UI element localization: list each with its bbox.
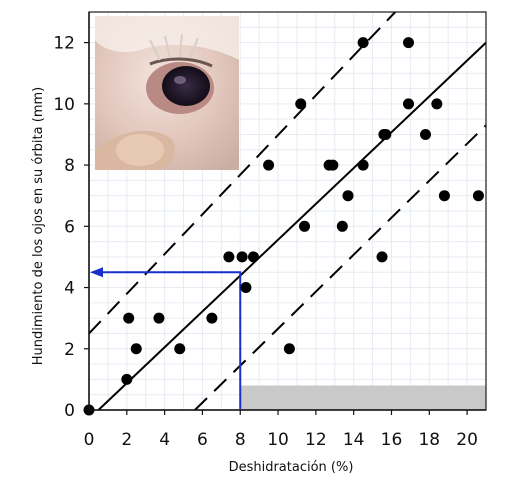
data-point [174,343,186,355]
data-point [376,251,388,263]
x-tick-label: 0 [84,430,95,450]
y-tick-label: 12 [53,34,75,54]
x-tick-label: 8 [235,430,246,450]
x-tick-label: 2 [121,430,132,450]
y-tick-label: 10 [53,95,75,115]
axes [84,11,487,415]
data-point [472,190,484,202]
x-axis-label: Deshidratación (%) [229,460,354,475]
data-point [223,251,235,263]
inset-photo [95,16,239,170]
reference-arrowhead [90,267,103,278]
tick-labels: 0 2 4 6 8 10 12 14 16 18 20 0 2 4 6 8 10 12 [53,34,478,450]
data-point [121,373,133,385]
x-tick-label: 4 [159,430,170,450]
data-point [299,220,311,232]
data-point [380,128,392,140]
y-tick-label: 6 [64,217,75,237]
y-tick-label: 0 [64,401,75,421]
data-point [327,159,339,171]
x-tick-label: 14 [343,430,365,450]
y-tick-label: 8 [64,156,75,176]
lower-bound-line [194,124,487,411]
data-point [263,159,275,171]
data-point [153,312,165,324]
data-point [240,282,252,294]
y-tick-label: 2 [64,340,75,360]
data-point [342,190,354,202]
shaded-region-layer [240,385,486,410]
x-tick-label: 12 [305,430,327,450]
data-point [357,37,369,49]
regression-line [97,41,487,411]
data-point [130,343,142,355]
x-tick-label: 18 [418,430,440,450]
lines-layer [88,11,487,411]
data-point [402,37,414,49]
upper-bound-line [88,11,396,335]
data-point [438,190,450,202]
data-point [336,220,348,232]
data-point [236,251,248,263]
data-point [283,343,295,355]
data-point [420,128,432,140]
reference-line [101,271,242,409]
data-point [295,98,307,110]
x-tick-label: 10 [267,430,289,450]
data-point [247,251,259,263]
y-axis-label: Hundimiento de los ojos en su órbita (mm… [31,87,46,365]
data-point [123,312,135,324]
x-tick-label: 6 [197,430,208,450]
y-tick-label: 4 [64,279,75,299]
x-tick-label: 16 [381,430,403,450]
data-point [431,98,443,110]
x-tick-label: 20 [456,430,478,450]
data-point [206,312,218,324]
shaded-region [240,385,486,410]
reference-arrow-layer [90,267,242,409]
data-point [357,159,369,171]
data-point [402,98,414,110]
points-layer [83,37,484,416]
